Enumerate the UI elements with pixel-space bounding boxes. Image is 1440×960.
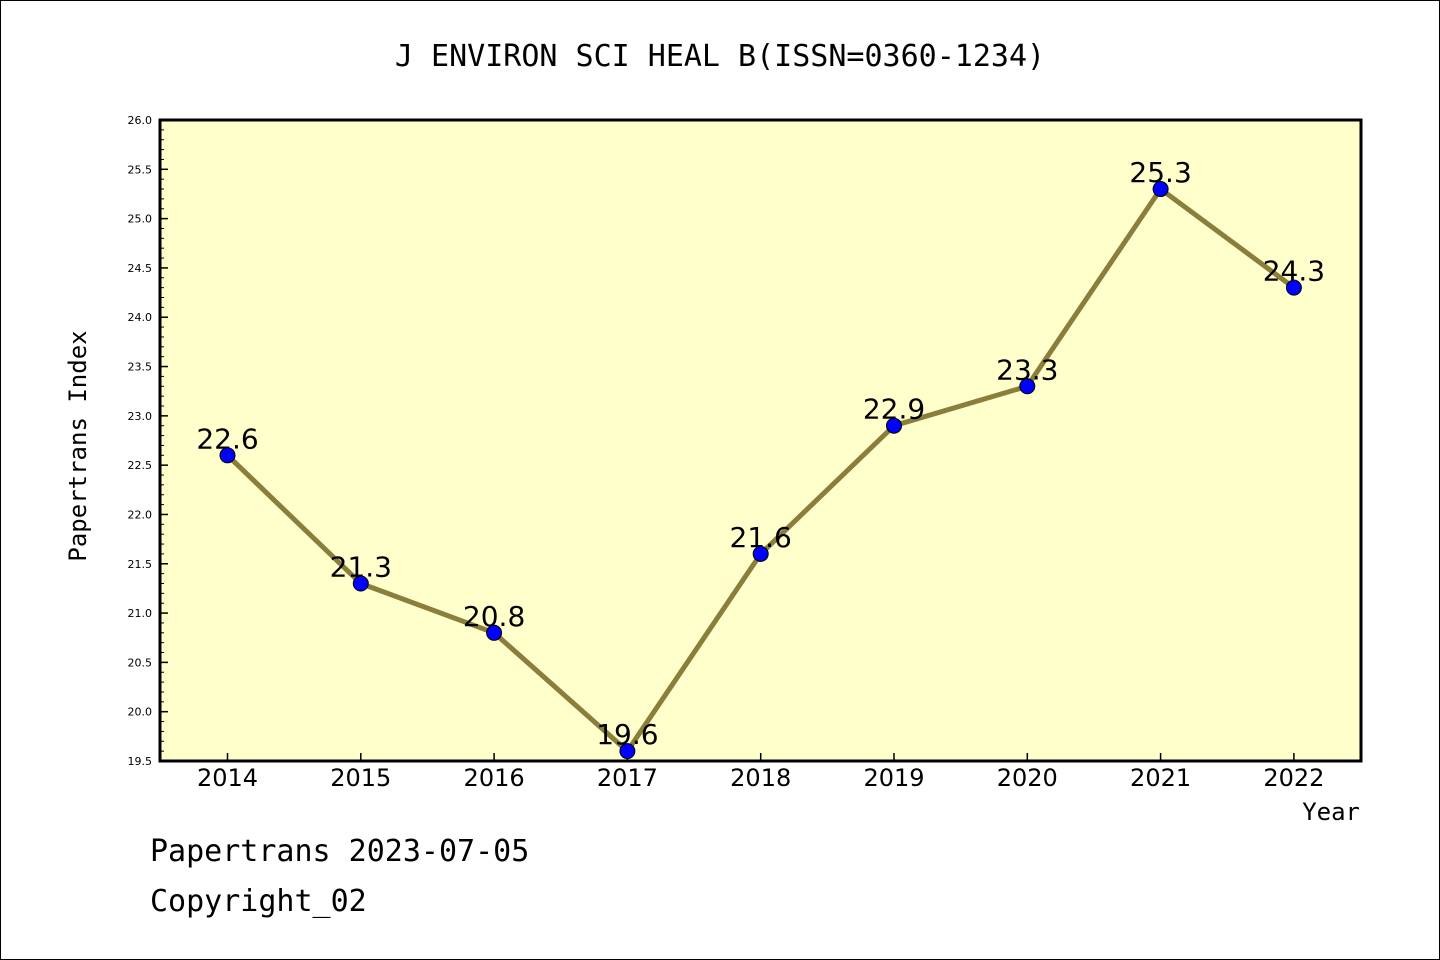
y-tick-label: 21.0 bbox=[128, 607, 153, 620]
x-axis: 2014 2015 2016 2017 2018 2019 2020 2021 2022 bbox=[197, 753, 1324, 792]
y-tick-label: 19.5 bbox=[128, 755, 153, 768]
y-tick-label: 22.0 bbox=[128, 508, 153, 521]
y-tick-label: 21.5 bbox=[128, 558, 153, 571]
data-point bbox=[352, 575, 369, 592]
plot-area bbox=[158, 118, 1363, 763]
data-point bbox=[486, 624, 503, 641]
y-tick-label: 22.5 bbox=[128, 459, 153, 472]
y-tick-label: 20.0 bbox=[128, 706, 153, 719]
y-tick-label: 20.5 bbox=[128, 656, 153, 669]
x-tick-label: 2020 bbox=[997, 764, 1058, 792]
data-point bbox=[1285, 279, 1302, 296]
y-tick-label: 23.0 bbox=[128, 410, 153, 423]
y-axis-label: Papertrans Index bbox=[64, 330, 92, 561]
x-tick-label: 2019 bbox=[863, 764, 924, 792]
x-tick-label: 2018 bbox=[730, 764, 791, 792]
x-tick-label: 2021 bbox=[1130, 764, 1191, 792]
footer-copyright: Copyright_02 bbox=[150, 884, 367, 919]
data-point bbox=[752, 545, 769, 562]
data-point bbox=[619, 743, 636, 760]
x-axis-label: Year bbox=[1302, 798, 1360, 826]
y-tick-label: 24.5 bbox=[128, 262, 153, 275]
y-tick-label: 25.5 bbox=[128, 163, 153, 176]
x-tick-label: 2017 bbox=[597, 764, 658, 792]
y-tick-label: 26.0 bbox=[128, 114, 153, 127]
data-point bbox=[219, 447, 236, 464]
chart-title: J ENVIRON SCI HEAL B(ISSN=0360-1234) bbox=[395, 39, 1045, 74]
y-tick-label: 24.0 bbox=[128, 311, 153, 324]
data-point bbox=[1152, 181, 1169, 198]
data-point bbox=[886, 417, 902, 434]
x-tick-label: 2014 bbox=[197, 764, 258, 792]
series-layer: 22.621.320.819.621.622.923.325.324.3 bbox=[196, 156, 1325, 760]
x-tick-label: 2016 bbox=[464, 764, 525, 792]
footer-date: Papertrans 2023-07-05 bbox=[150, 834, 530, 869]
y-tick-label: 23.5 bbox=[128, 361, 153, 374]
x-tick-label: 2015 bbox=[330, 764, 391, 792]
x-tick-label: 2022 bbox=[1263, 764, 1324, 792]
y-axis: 19.5 20.0 20.5 21.0 21.5 22.0 22.5 23.0 23.5 24.0… bbox=[128, 114, 168, 768]
y-tick-label: 25.0 bbox=[128, 213, 153, 226]
data-point bbox=[1019, 378, 1036, 395]
